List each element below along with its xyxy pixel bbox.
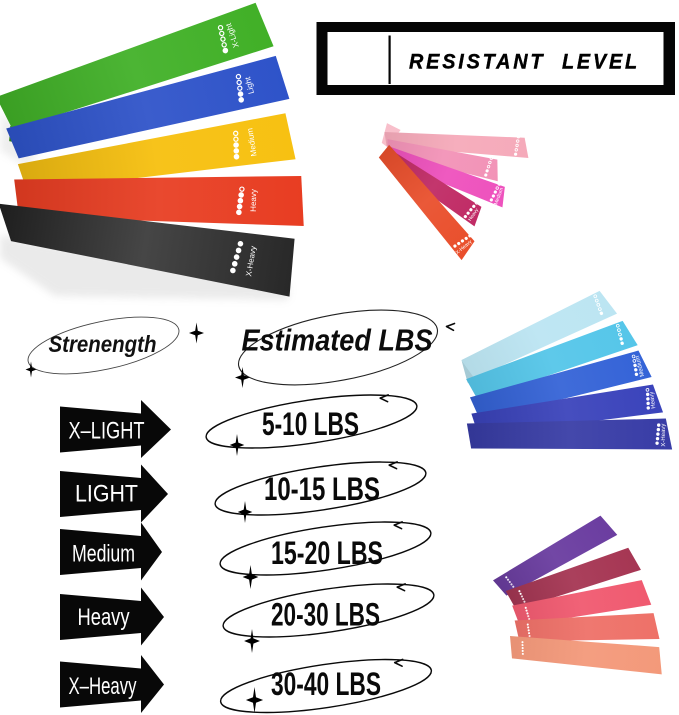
svg-text:Light: Light (243, 75, 256, 95)
svg-text:5-10 LBS: 5-10 LBS (262, 406, 359, 442)
svg-text:X-Heavy: X-Heavy (661, 424, 667, 447)
svg-text:Heavy: Heavy (249, 189, 258, 212)
svg-text:Medium: Medium (72, 541, 135, 568)
svg-text:15-20 LBS: 15-20 LBS (271, 535, 383, 571)
svg-text:X–Heavy: X–Heavy (69, 673, 137, 700)
svg-text:20-30 LBS: 20-30 LBS (271, 597, 380, 633)
svg-text:X–LIGHT: X–LIGHT (69, 418, 145, 445)
svg-text:30-40 LBS: 30-40 LBS (271, 666, 381, 702)
svg-text:Strenength: Strenength (49, 331, 157, 357)
svg-text:LIGHT: LIGHT (75, 481, 138, 508)
svg-text:RESISTANT LEVEL: RESISTANT LEVEL (409, 51, 640, 74)
svg-text:Medium: Medium (635, 355, 646, 377)
svg-text:Medium: Medium (245, 127, 258, 157)
svg-text:Heavy: Heavy (649, 391, 657, 409)
svg-text:10-15 LBS: 10-15 LBS (264, 471, 380, 507)
svg-text:Heavy: Heavy (78, 604, 130, 631)
svg-text:Estimated LBS: Estimated LBS (242, 323, 433, 358)
svg-text:Medium: Medium (493, 187, 505, 206)
